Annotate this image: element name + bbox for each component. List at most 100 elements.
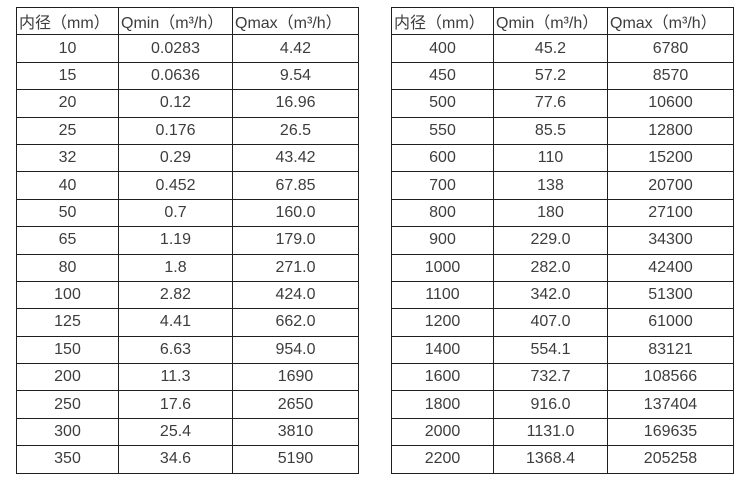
cell: 169635 bbox=[607, 417, 734, 447]
cell: 300 bbox=[16, 417, 119, 447]
cell: 20700 bbox=[607, 171, 734, 200]
cell: 250 bbox=[16, 390, 119, 419]
cell: 424.0 bbox=[232, 280, 359, 310]
cell: 554.1 bbox=[493, 335, 608, 365]
cell: 8570 bbox=[607, 61, 734, 91]
cell: 138 bbox=[493, 171, 608, 200]
table-row: 350 34.6 5190 bbox=[16, 445, 359, 474]
cell: 83121 bbox=[607, 335, 734, 365]
cell: 2000 bbox=[391, 417, 494, 447]
cell: 0.7 bbox=[118, 198, 233, 228]
cell: 25.4 bbox=[118, 417, 233, 447]
cell: 1131.0 bbox=[493, 417, 608, 447]
cell: 342.0 bbox=[493, 280, 608, 310]
cell: 61000 bbox=[607, 308, 734, 337]
cell: 57.2 bbox=[493, 61, 608, 91]
cell: 954.0 bbox=[232, 335, 359, 365]
cell: 108566 bbox=[607, 363, 734, 392]
table-row: 2200 1368.4 205258 bbox=[391, 445, 734, 474]
cell: 179.0 bbox=[232, 226, 359, 255]
cell: 16.96 bbox=[232, 89, 359, 118]
cell: 40 bbox=[16, 171, 119, 200]
cell: 2200 bbox=[391, 445, 494, 474]
cell: 50 bbox=[16, 198, 119, 228]
table-row: 500 77.6 10600 bbox=[391, 89, 734, 118]
cell: 400 bbox=[391, 34, 494, 63]
cell: 450 bbox=[391, 61, 494, 91]
cell: 1600 bbox=[391, 363, 494, 392]
cell: 2.82 bbox=[118, 280, 233, 310]
cell: 17.6 bbox=[118, 390, 233, 419]
cell: 100 bbox=[16, 280, 119, 310]
table-row: 550 85.5 12800 bbox=[391, 116, 734, 145]
table-row: 450 57.2 8570 bbox=[391, 61, 734, 91]
table-row: 1600 732.7 108566 bbox=[391, 363, 734, 392]
cell: 51300 bbox=[607, 280, 734, 310]
cell: 34.6 bbox=[118, 445, 233, 474]
table-row: 300 25.4 3810 bbox=[16, 417, 359, 447]
column-header: Qmax（m³/h） bbox=[607, 6, 734, 36]
cell: 32 bbox=[16, 143, 119, 173]
cell: 45.2 bbox=[493, 34, 608, 63]
cell: 1368.4 bbox=[493, 445, 608, 474]
table-row: 1400 554.1 83121 bbox=[391, 335, 734, 365]
cell: 0.452 bbox=[118, 171, 233, 200]
table-row: 700 138 20700 bbox=[391, 171, 734, 200]
cell: 700 bbox=[391, 171, 494, 200]
table-row: 1200 407.0 61000 bbox=[391, 308, 734, 337]
table-row: 32 0.29 43.42 bbox=[16, 143, 359, 173]
small-diameter-flow-table: 内径（mm） Qmin（m³/h） Qmax（m³/h） 10 0.0283 4.42 15… bbox=[16, 6, 359, 474]
cell: 26.5 bbox=[232, 116, 359, 145]
cell: 4.41 bbox=[118, 308, 233, 337]
table-row: 10 0.0283 4.42 bbox=[16, 34, 359, 63]
table-row: 25 0.176 26.5 bbox=[16, 116, 359, 145]
cell: 5190 bbox=[232, 445, 359, 474]
cell: 12800 bbox=[607, 116, 734, 145]
table-row: 800 180 27100 bbox=[391, 198, 734, 228]
cell: 900 bbox=[391, 226, 494, 255]
cell: 1200 bbox=[391, 308, 494, 337]
cell: 6.63 bbox=[118, 335, 233, 365]
column-header: Qmin（m³/h） bbox=[118, 6, 233, 36]
table-row: 80 1.8 271.0 bbox=[16, 253, 359, 282]
cell: 732.7 bbox=[493, 363, 608, 392]
table-row: 200 11.3 1690 bbox=[16, 363, 359, 392]
cell: 229.0 bbox=[493, 226, 608, 255]
cell: 1690 bbox=[232, 363, 359, 392]
large-diameter-flow-table: 内径（mm） Qmin（m³/h） Qmax（m³/h） 400 45.2 6780 450… bbox=[391, 6, 734, 474]
table-row: 2000 1131.0 169635 bbox=[391, 417, 734, 447]
cell: 350 bbox=[16, 445, 119, 474]
cell: 800 bbox=[391, 198, 494, 228]
cell: 6780 bbox=[607, 34, 734, 63]
cell: 200 bbox=[16, 363, 119, 392]
cell: 180 bbox=[493, 198, 608, 228]
cell: 662.0 bbox=[232, 308, 359, 337]
cell: 67.85 bbox=[232, 171, 359, 200]
cell: 77.6 bbox=[493, 89, 608, 118]
table-row: 900 229.0 34300 bbox=[391, 226, 734, 255]
cell: 3810 bbox=[232, 417, 359, 447]
cell: 0.0283 bbox=[118, 34, 233, 63]
cell: 110 bbox=[493, 143, 608, 173]
header-row: 内径（mm） Qmin（m³/h） Qmax（m³/h） bbox=[16, 6, 359, 36]
column-header: Qmax（m³/h） bbox=[232, 6, 359, 36]
cell: 42400 bbox=[607, 253, 734, 282]
cell: 10600 bbox=[607, 89, 734, 118]
cell: 600 bbox=[391, 143, 494, 173]
cell: 125 bbox=[16, 308, 119, 337]
cell: 1000 bbox=[391, 253, 494, 282]
cell: 407.0 bbox=[493, 308, 608, 337]
cell: 9.54 bbox=[232, 61, 359, 91]
cell: 137404 bbox=[607, 390, 734, 419]
cell: 0.29 bbox=[118, 143, 233, 173]
cell: 25 bbox=[16, 116, 119, 145]
cell: 150 bbox=[16, 335, 119, 365]
table-row: 400 45.2 6780 bbox=[391, 34, 734, 63]
cell: 1400 bbox=[391, 335, 494, 365]
cell: 205258 bbox=[607, 445, 734, 474]
cell: 1.19 bbox=[118, 226, 233, 255]
column-header: Qmin（m³/h） bbox=[493, 6, 608, 36]
table-row: 1800 916.0 137404 bbox=[391, 390, 734, 419]
table-row: 150 6.63 954.0 bbox=[16, 335, 359, 365]
table-row: 40 0.452 67.85 bbox=[16, 171, 359, 200]
